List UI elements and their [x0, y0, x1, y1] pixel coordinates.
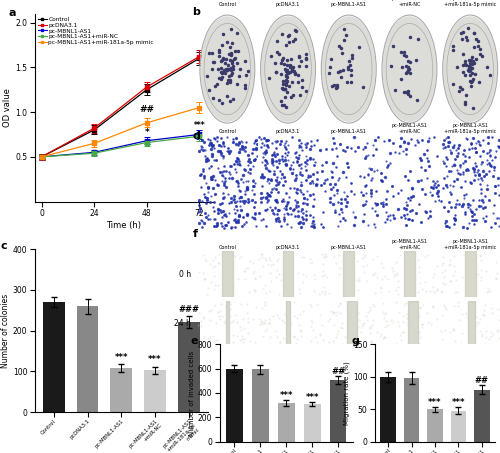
Text: *: * [144, 128, 149, 137]
Y-axis label: OD value: OD value [4, 88, 13, 127]
Bar [144, 370, 166, 412]
Text: pc-MBNL1-AS1
+miR-NC: pc-MBNL1-AS1 +miR-NC [392, 239, 428, 250]
Ellipse shape [382, 16, 436, 122]
Text: d: d [192, 131, 200, 141]
Text: f: f [192, 229, 198, 239]
Bar [76, 306, 98, 412]
Bar [428, 409, 442, 442]
Bar [380, 377, 396, 442]
Text: Control: Control [218, 2, 236, 7]
Text: pcDNA3.1: pcDNA3.1 [276, 129, 300, 134]
Bar [474, 390, 490, 442]
Bar [278, 403, 294, 442]
Text: b: b [192, 7, 200, 17]
Ellipse shape [322, 16, 376, 122]
Text: a: a [8, 8, 16, 18]
Text: pc-MBNL1-AS1
+miR-181a-5p mimic: pc-MBNL1-AS1 +miR-181a-5p mimic [444, 239, 496, 250]
Text: Control: Control [218, 129, 236, 134]
Text: ***: *** [306, 393, 319, 402]
Bar [178, 322, 200, 412]
Y-axis label: Migration rate (%): Migration rate (%) [344, 361, 350, 425]
Text: ***: *** [452, 398, 465, 407]
Bar [43, 302, 65, 412]
Text: ##: ## [140, 105, 154, 114]
Text: ***: *** [194, 121, 205, 130]
Ellipse shape [200, 16, 254, 122]
Bar [404, 378, 419, 442]
Text: pc-MBNL1-AS1
+miR-NC: pc-MBNL1-AS1 +miR-NC [392, 0, 428, 7]
Text: e: e [191, 337, 198, 347]
Text: pcDNA3.1: pcDNA3.1 [276, 245, 300, 250]
Bar [330, 380, 346, 442]
Text: ***: *** [280, 391, 293, 400]
Ellipse shape [261, 16, 315, 122]
Text: g: g [351, 337, 359, 347]
Y-axis label: Number of invaded cells: Number of invaded cells [189, 351, 195, 435]
Text: ##: ## [475, 376, 489, 385]
Text: ***: *** [114, 353, 128, 362]
Text: pc-MBNL1-AS1: pc-MBNL1-AS1 [331, 129, 367, 134]
Bar [226, 301, 229, 347]
Text: pc-MBNL1-AS1
+miR-NC: pc-MBNL1-AS1 +miR-NC [392, 123, 428, 134]
Text: ***: *** [428, 398, 442, 407]
Text: pcDNA3.1: pcDNA3.1 [276, 2, 300, 7]
Text: pc-MBNL1-AS1
+miR-181a-5p mimic: pc-MBNL1-AS1 +miR-181a-5p mimic [444, 0, 496, 7]
Text: ###: ### [178, 304, 199, 313]
Bar [286, 301, 290, 347]
Bar [304, 404, 320, 442]
Bar [451, 410, 466, 442]
Ellipse shape [444, 16, 497, 122]
Text: c: c [0, 241, 7, 251]
Text: pc-MBNL1-AS1: pc-MBNL1-AS1 [331, 2, 367, 7]
Bar [226, 369, 243, 442]
Text: ##: ## [331, 367, 345, 376]
Text: 0 h: 0 h [179, 270, 191, 279]
Text: ***: *** [148, 356, 162, 365]
Text: 24 h: 24 h [174, 319, 191, 328]
Bar [110, 368, 132, 412]
Y-axis label: Number of colonies: Number of colonies [1, 294, 10, 368]
Text: Control: Control [218, 245, 236, 250]
Text: pc-MBNL1-AS1: pc-MBNL1-AS1 [331, 245, 367, 250]
Text: pc-MBNL1-AS1
+miR-181a-5p mimic: pc-MBNL1-AS1 +miR-181a-5p mimic [444, 123, 496, 134]
Legend: Control, pcDNA3.1, pc-MBNL1-AS1, pc-MBNL1-AS1+miR-NC, pc-MBNL1-AS1+miR-181a-5p m: Control, pcDNA3.1, pc-MBNL1-AS1, pc-MBNL… [38, 16, 154, 45]
X-axis label: Time (h): Time (h) [106, 221, 142, 230]
Bar [252, 370, 269, 442]
